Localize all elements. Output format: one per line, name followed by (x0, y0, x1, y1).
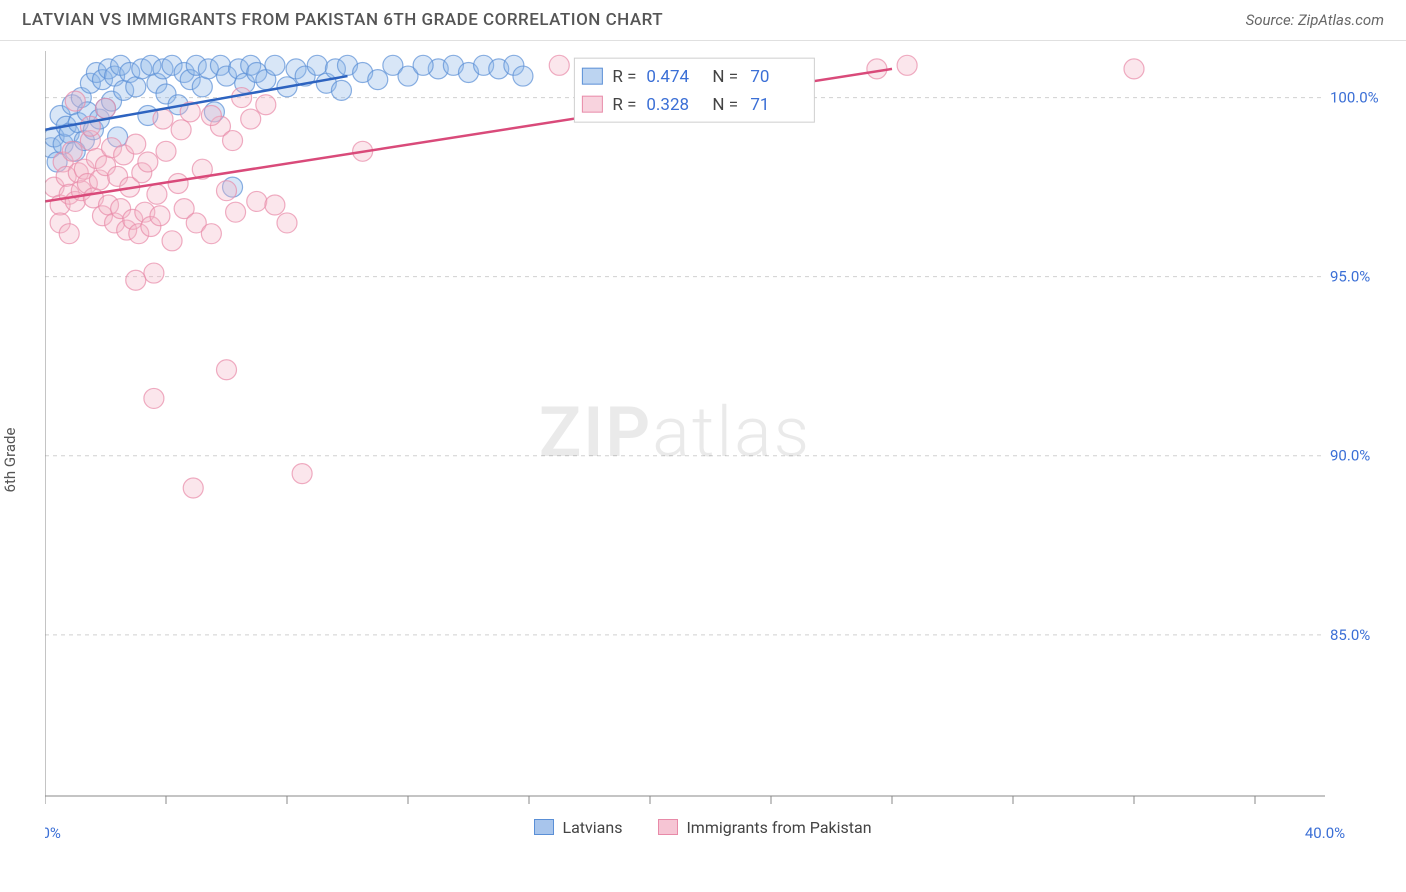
data-point (265, 195, 285, 215)
data-point (80, 116, 100, 136)
stats-box (574, 58, 814, 122)
data-point (147, 184, 167, 204)
data-point (171, 120, 191, 140)
data-point (867, 59, 887, 79)
y-tick-label: 95.0% (1330, 268, 1370, 286)
data-point (168, 174, 188, 194)
data-point (201, 224, 221, 244)
data-point (307, 55, 327, 75)
data-point (59, 224, 79, 244)
legend-swatch (582, 96, 602, 112)
data-point (265, 55, 285, 75)
data-point (247, 191, 267, 211)
legend-label: Immigrants from Pakistan (686, 818, 871, 837)
chart-area: 6th Grade ZIPatlas R = 0.474 N = 70 R = 0.328… (0, 41, 1406, 861)
data-point (144, 263, 164, 283)
y-axis-label: 6th Grade (1, 428, 19, 493)
data-point (217, 181, 237, 201)
data-point (232, 88, 252, 108)
data-point (96, 98, 116, 118)
scatter-plot: ZIPatlas R = 0.474 N = 70 R = 0.328 N = 71 85.0… (45, 51, 1385, 851)
data-point (153, 109, 173, 129)
data-point (62, 141, 82, 161)
data-point (277, 213, 297, 233)
stat-n-value: 70 (750, 67, 769, 87)
watermark-text: ZIPatlas (539, 392, 811, 474)
y-tick-label: 100.0% (1330, 89, 1379, 107)
data-point (897, 55, 917, 75)
chart-source: Source: ZipAtlas.com (1246, 11, 1384, 29)
stat-r-value: 0.328 (646, 95, 689, 115)
stat-r-label: R = (612, 95, 636, 115)
legend-label: Latvians (562, 818, 622, 837)
legend-swatch (658, 819, 678, 835)
data-point (144, 388, 164, 408)
data-point (223, 131, 243, 151)
bottom-legend: Latvians Immigrants from Pakistan (0, 818, 1406, 840)
data-point (126, 77, 146, 97)
data-point (162, 231, 182, 251)
data-point (217, 360, 237, 380)
legend-item: Immigrants from Pakistan (658, 818, 871, 837)
y-tick-label: 90.0% (1330, 447, 1370, 465)
data-point (126, 270, 146, 290)
data-point (513, 66, 533, 86)
data-point (1124, 59, 1144, 79)
chart-title: LATVIAN VS IMMIGRANTS FROM PAKISTAN 6TH … (22, 10, 663, 30)
data-point (150, 206, 170, 226)
legend-swatch (534, 819, 554, 835)
data-point (138, 152, 158, 172)
data-point (156, 141, 176, 161)
data-point (256, 95, 276, 115)
chart-header: LATVIAN VS IMMIGRANTS FROM PAKISTAN 6TH … (0, 0, 1406, 41)
legend-swatch (582, 68, 602, 84)
data-point (292, 464, 312, 484)
stat-n-label: N = (712, 67, 738, 87)
stat-n-label: N = (712, 95, 738, 115)
stat-r-value: 0.474 (646, 67, 689, 87)
legend-item: Latvians (534, 818, 622, 837)
data-point (368, 70, 388, 90)
data-point (183, 478, 203, 498)
data-point (226, 202, 246, 222)
data-point (126, 134, 146, 154)
data-point (549, 55, 569, 75)
data-point (241, 109, 261, 129)
data-point (201, 105, 221, 125)
data-point (331, 80, 351, 100)
stat-n-value: 71 (750, 95, 769, 115)
stat-r-label: R = (612, 67, 636, 87)
data-point (65, 91, 85, 111)
data-point (413, 55, 433, 75)
data-point (192, 77, 212, 97)
y-tick-label: 85.0% (1330, 626, 1370, 644)
